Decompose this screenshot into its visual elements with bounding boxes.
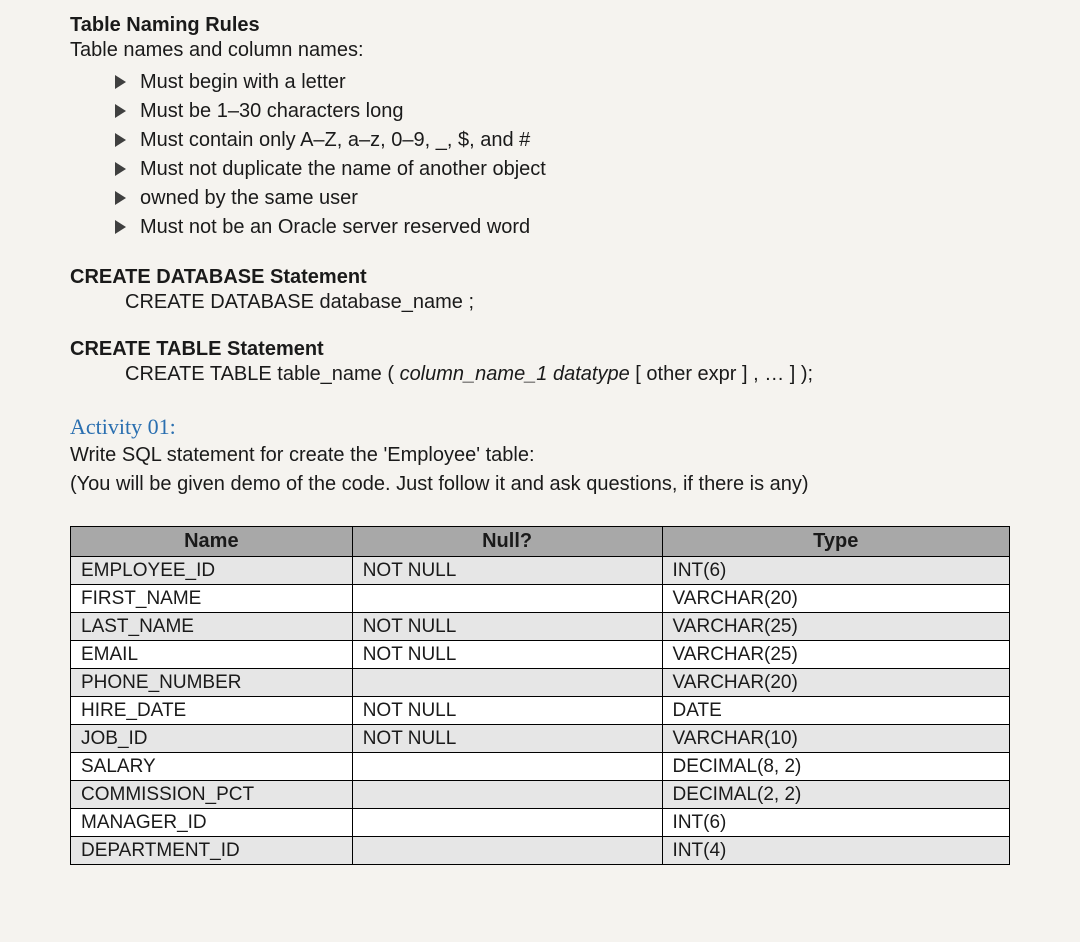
bullet-text: Must be 1–30 characters long	[140, 97, 404, 126]
table-header-row: Name Null? Type	[71, 527, 1010, 557]
table-row: JOB_IDNOT NULLVARCHAR(10)	[71, 725, 1010, 753]
create-table-syntax-pre: CREATE TABLE table_name (	[125, 363, 400, 385]
cell-null: NOT NULL	[352, 613, 662, 641]
activity-line2: (You will be given demo of the code. Jus…	[70, 471, 1010, 498]
cell-name: EMAIL	[71, 641, 353, 669]
create-table-syntax-italic: column_name_1 datatype	[400, 363, 630, 385]
cell-name: COMMISSION_PCT	[71, 781, 353, 809]
cell-null	[352, 809, 662, 837]
bullet-item: Must begin with a letter	[115, 68, 1010, 97]
cell-null	[352, 669, 662, 697]
naming-rules-heading: Table Naming Rules	[70, 14, 1010, 37]
cell-type: DECIMAL(2, 2)	[662, 781, 1009, 809]
cell-name: HIRE_DATE	[71, 697, 353, 725]
naming-rules-bullets: Must begin with a letterMust be 1–30 cha…	[115, 68, 1010, 242]
triangle-bullet-icon	[115, 162, 126, 176]
triangle-bullet-icon	[115, 75, 126, 89]
cell-name: MANAGER_ID	[71, 809, 353, 837]
cell-type: INT(6)	[662, 809, 1009, 837]
activity-line1: Write SQL statement for create the 'Empl…	[70, 442, 1010, 469]
cell-null	[352, 585, 662, 613]
cell-null: NOT NULL	[352, 697, 662, 725]
employee-table-wrap: Name Null? Type EMPLOYEE_IDNOT NULLINT(6…	[70, 526, 1010, 865]
table-row: EMAILNOT NULLVARCHAR(25)	[71, 641, 1010, 669]
cell-type: VARCHAR(20)	[662, 585, 1009, 613]
cell-type: INT(6)	[662, 557, 1009, 585]
bullet-text: Must not be an Oracle server reserved wo…	[140, 213, 530, 242]
table-row: COMMISSION_PCT DECIMAL(2, 2)	[71, 781, 1010, 809]
th-type: Type	[662, 527, 1009, 557]
th-name: Name	[71, 527, 353, 557]
create-table-syntax: CREATE TABLE table_name ( column_name_1 …	[125, 363, 1010, 386]
create-table-syntax-post: [ other expr ] , … ] );	[630, 363, 813, 385]
create-db-heading: CREATE DATABASE Statement	[70, 266, 1010, 289]
bullet-text: Must begin with a letter	[140, 68, 346, 97]
document-page: Table Naming Rules Table names and colum…	[0, 14, 1080, 865]
bullet-text: owned by the same user	[140, 184, 358, 213]
th-null: Null?	[352, 527, 662, 557]
cell-null	[352, 753, 662, 781]
cell-name: EMPLOYEE_ID	[71, 557, 353, 585]
table-row: EMPLOYEE_IDNOT NULLINT(6)	[71, 557, 1010, 585]
cell-name: PHONE_NUMBER	[71, 669, 353, 697]
cell-null: NOT NULL	[352, 725, 662, 753]
triangle-bullet-icon	[115, 220, 126, 234]
cell-type: INT(4)	[662, 837, 1009, 865]
bullet-text: Must contain only A–Z, a–z, 0–9, _, $, a…	[140, 126, 530, 155]
cell-name: DEPARTMENT_ID	[71, 837, 353, 865]
cell-type: DATE	[662, 697, 1009, 725]
cell-null: NOT NULL	[352, 641, 662, 669]
table-row: SALARY DECIMAL(8, 2)	[71, 753, 1010, 781]
bullet-item: owned by the same user	[115, 184, 1010, 213]
bullet-item: Must contain only A–Z, a–z, 0–9, _, $, a…	[115, 126, 1010, 155]
cell-type: VARCHAR(25)	[662, 613, 1009, 641]
cell-type: VARCHAR(25)	[662, 641, 1009, 669]
triangle-bullet-icon	[115, 133, 126, 147]
cell-null: NOT NULL	[352, 557, 662, 585]
table-row: PHONE_NUMBER VARCHAR(20)	[71, 669, 1010, 697]
table-row: LAST_NAMENOT NULLVARCHAR(25)	[71, 613, 1010, 641]
cell-name: FIRST_NAME	[71, 585, 353, 613]
create-db-syntax: CREATE DATABASE database_name ;	[125, 291, 1010, 314]
create-table-heading: CREATE TABLE Statement	[70, 338, 1010, 361]
bullet-text: Must not duplicate the name of another o…	[140, 155, 546, 184]
activity-label: Activity 01:	[70, 414, 1010, 440]
cell-null	[352, 837, 662, 865]
table-row: HIRE_DATENOT NULLDATE	[71, 697, 1010, 725]
cell-name: SALARY	[71, 753, 353, 781]
cell-name: LAST_NAME	[71, 613, 353, 641]
cell-null	[352, 781, 662, 809]
table-row: DEPARTMENT_ID INT(4)	[71, 837, 1010, 865]
cell-type: VARCHAR(10)	[662, 725, 1009, 753]
cell-type: VARCHAR(20)	[662, 669, 1009, 697]
table-row: MANAGER_ID INT(6)	[71, 809, 1010, 837]
cell-type: DECIMAL(8, 2)	[662, 753, 1009, 781]
triangle-bullet-icon	[115, 104, 126, 118]
triangle-bullet-icon	[115, 191, 126, 205]
bullet-item: Must not be an Oracle server reserved wo…	[115, 213, 1010, 242]
employee-table: Name Null? Type EMPLOYEE_IDNOT NULLINT(6…	[70, 526, 1010, 865]
naming-rules-subline: Table names and column names:	[70, 39, 1010, 62]
bullet-item: Must not duplicate the name of another o…	[115, 155, 1010, 184]
bullet-item: Must be 1–30 characters long	[115, 97, 1010, 126]
table-row: FIRST_NAME VARCHAR(20)	[71, 585, 1010, 613]
cell-name: JOB_ID	[71, 725, 353, 753]
